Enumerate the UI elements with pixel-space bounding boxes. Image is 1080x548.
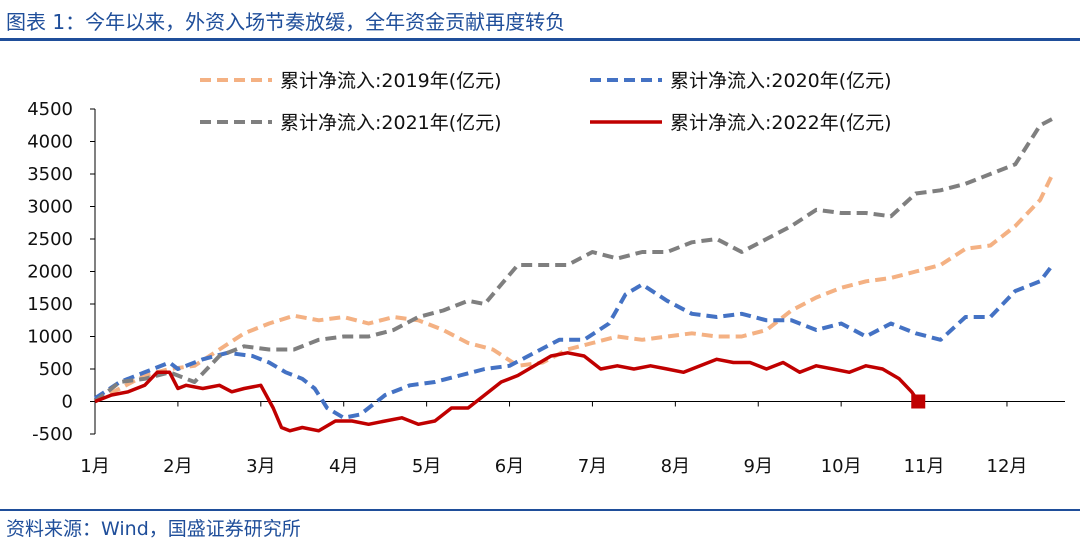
y-tick-label: 500 <box>39 359 73 380</box>
figure-title: 图表 1：今年以来，外资入场节奏放缓，全年资金贡献再度转负 <box>6 10 566 34</box>
y-tick-label: 1500 <box>27 294 73 315</box>
source-divider <box>0 509 1080 511</box>
y-tick-label: 2000 <box>27 262 73 283</box>
x-tick-label: 9月 <box>744 456 773 477</box>
x-tick-label: 2月 <box>163 456 192 477</box>
series-line-2021 <box>93 117 1054 404</box>
chart-series <box>93 117 1055 433</box>
x-tick-label: 7月 <box>578 456 607 477</box>
y-tick-label: 1000 <box>27 327 73 348</box>
x-tick-label: 8月 <box>661 456 690 477</box>
y-tick-label: 0 <box>62 392 73 413</box>
series-line-2019 <box>94 173 1055 404</box>
end-marker <box>911 394 926 409</box>
y-tick-label: 3000 <box>27 197 73 218</box>
legend-label-2022: 累计净流入:2022年(亿元) <box>670 112 892 134</box>
y-tick-label: 3500 <box>27 164 73 185</box>
x-tick-label: 12月 <box>987 456 1028 477</box>
series-line-2022 <box>94 351 920 433</box>
legend-label-2019: 累计净流入:2019年(亿元) <box>280 70 502 92</box>
x-tick-label: 3月 <box>246 456 275 477</box>
x-tick-label: 6月 <box>495 456 524 477</box>
legend-label-2020: 累计净流入:2020年(亿元) <box>670 70 892 92</box>
y-tick-label: 4000 <box>27 132 73 153</box>
legend-label-2021: 累计净流入:2021年(亿元) <box>280 112 502 134</box>
y-tick-label: 2500 <box>27 229 73 250</box>
chart-axes: 4500 4000 3500 3000 2500 2000 1500 1000 500 0 -500… <box>27 99 1065 477</box>
x-tick-label: 4月 <box>329 456 358 477</box>
y-tick-label: -500 <box>32 424 73 445</box>
series-line-2020 <box>93 263 1055 420</box>
source-note: 资料来源：Wind，国盛证券研究所 <box>6 518 301 540</box>
x-tick-label: 1月 <box>80 456 109 477</box>
x-tick-label: 5月 <box>412 456 441 477</box>
x-tick-label: 11月 <box>904 456 945 477</box>
x-tick-label: 10月 <box>821 456 862 477</box>
y-tick-label: 4500 <box>27 99 73 120</box>
chart-legend: 累计净流入:2019年(亿元) 累计净流入:2020年(亿元) 累计净流入:2021… <box>200 70 892 134</box>
title-divider <box>0 38 1080 41</box>
